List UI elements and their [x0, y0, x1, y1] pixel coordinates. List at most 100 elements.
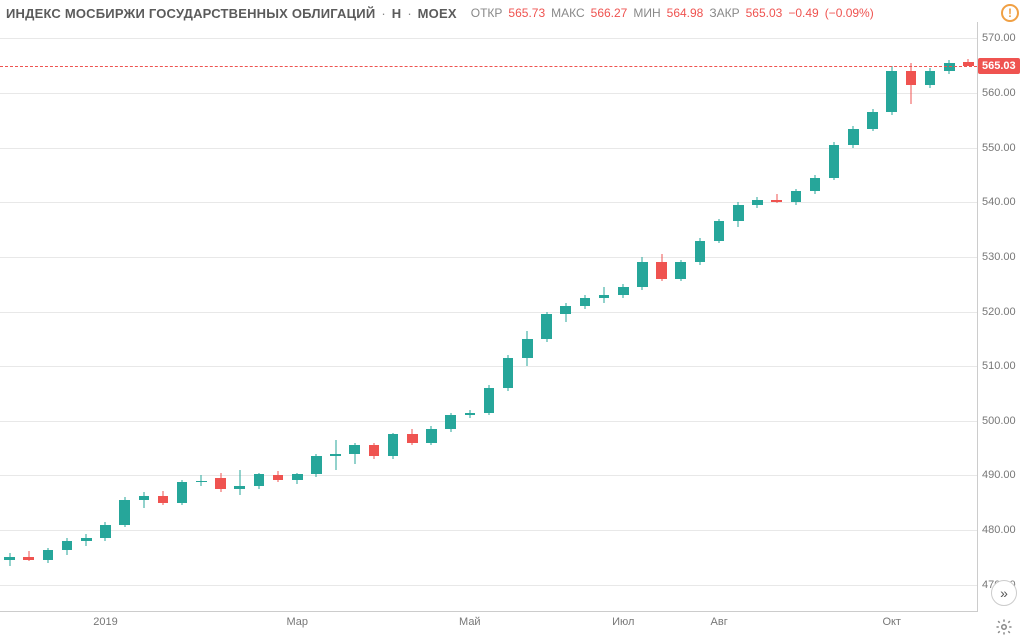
candle-body — [791, 191, 802, 202]
candle[interactable] — [503, 22, 514, 612]
candle-body — [407, 434, 418, 442]
chart-header: ИНДЕКС МОСБИРЖИ ГОСУДАРСТВЕННЫХ ОБЛИГАЦИ… — [6, 4, 1019, 22]
candle[interactable] — [541, 22, 552, 612]
candle-body — [445, 415, 456, 429]
x-tick-label: 2019 — [93, 616, 117, 628]
candle[interactable] — [292, 22, 303, 612]
candle[interactable] — [234, 22, 245, 612]
candle[interactable] — [848, 22, 859, 612]
y-tick-label: 550.00 — [982, 142, 1016, 154]
candle[interactable] — [675, 22, 686, 612]
candle[interactable] — [273, 22, 284, 612]
gear-icon — [995, 618, 1013, 636]
candle[interactable] — [4, 22, 15, 612]
candle[interactable] — [791, 22, 802, 612]
candle[interactable] — [867, 22, 878, 612]
candle-body — [599, 295, 610, 298]
candle[interactable] — [944, 22, 955, 612]
candle-wick — [239, 470, 240, 495]
candle[interactable] — [484, 22, 495, 612]
interval-label[interactable]: Н — [392, 6, 402, 21]
candle-body — [771, 200, 782, 203]
candle[interactable] — [369, 22, 380, 612]
candle-body — [560, 306, 571, 314]
candle-wick — [143, 492, 144, 508]
candle[interactable] — [599, 22, 610, 612]
exchange-label[interactable]: MOEX — [418, 6, 457, 21]
candle[interactable] — [62, 22, 73, 612]
candle[interactable] — [139, 22, 150, 612]
candle[interactable] — [963, 22, 974, 612]
candle-body — [349, 445, 360, 453]
high-value: 566.27 — [591, 6, 628, 20]
candle-body — [215, 478, 226, 489]
candle[interactable] — [196, 22, 207, 612]
candle[interactable] — [752, 22, 763, 612]
candle[interactable] — [733, 22, 744, 612]
candle[interactable] — [23, 22, 34, 612]
candle[interactable] — [522, 22, 533, 612]
close-label: ЗАКР — [709, 6, 739, 20]
x-tick-label: Июл — [612, 616, 634, 628]
candle[interactable] — [43, 22, 54, 612]
warning-icon[interactable]: ! — [1001, 4, 1019, 22]
candle[interactable] — [388, 22, 399, 612]
candle[interactable] — [714, 22, 725, 612]
x-tick-label: Мар — [286, 616, 308, 628]
candle-body — [944, 63, 955, 71]
candle[interactable] — [886, 22, 897, 612]
candle[interactable] — [560, 22, 571, 612]
candle-body — [62, 541, 73, 550]
candle[interactable] — [656, 22, 667, 612]
instrument-title[interactable]: ИНДЕКС МОСБИРЖИ ГОСУДАРСТВЕННЫХ ОБЛИГАЦИ… — [6, 6, 375, 21]
candle-body — [733, 205, 744, 221]
candle-body — [330, 454, 341, 457]
settings-button[interactable] — [995, 618, 1013, 636]
candle-body — [158, 496, 169, 503]
candle[interactable] — [158, 22, 169, 612]
candle[interactable] — [311, 22, 322, 612]
x-tick-label: Май — [459, 616, 481, 628]
candle[interactable] — [445, 22, 456, 612]
candle-body — [541, 314, 552, 339]
y-tick-label: 490.00 — [982, 469, 1016, 481]
candle-body — [580, 298, 591, 306]
candle-body — [484, 388, 495, 413]
candle[interactable] — [465, 22, 476, 612]
chevron-right-icon: » — [1000, 585, 1008, 601]
y-tick-label: 510.00 — [982, 360, 1016, 372]
candle[interactable] — [330, 22, 341, 612]
candle[interactable] — [100, 22, 111, 612]
candle-body — [656, 262, 667, 278]
candle-body — [675, 262, 686, 278]
candle[interactable] — [119, 22, 130, 612]
candle[interactable] — [580, 22, 591, 612]
candle[interactable] — [771, 22, 782, 612]
candle[interactable] — [81, 22, 92, 612]
candle[interactable] — [407, 22, 418, 612]
candle[interactable] — [254, 22, 265, 612]
y-tick-label: 560.00 — [982, 87, 1016, 99]
candle-body — [43, 550, 54, 560]
scroll-right-button[interactable]: » — [991, 580, 1017, 606]
x-tick-label: Окт — [882, 616, 901, 628]
candle[interactable] — [810, 22, 821, 612]
chart-plot-area[interactable] — [0, 22, 978, 612]
candle[interactable] — [925, 22, 936, 612]
candle-body — [925, 71, 936, 85]
candle-body — [292, 474, 303, 479]
candle[interactable] — [637, 22, 648, 612]
candle[interactable] — [906, 22, 917, 612]
candle[interactable] — [426, 22, 437, 612]
candle-body — [23, 557, 34, 560]
low-value: 564.98 — [667, 6, 704, 20]
current-price-tag: 565.03 — [978, 58, 1020, 74]
candle[interactable] — [349, 22, 360, 612]
candle[interactable] — [829, 22, 840, 612]
y-tick-label: 520.00 — [982, 306, 1016, 318]
candle[interactable] — [695, 22, 706, 612]
candle[interactable] — [618, 22, 629, 612]
candle[interactable] — [177, 22, 188, 612]
dot-sep: · — [407, 6, 411, 21]
candle[interactable] — [215, 22, 226, 612]
